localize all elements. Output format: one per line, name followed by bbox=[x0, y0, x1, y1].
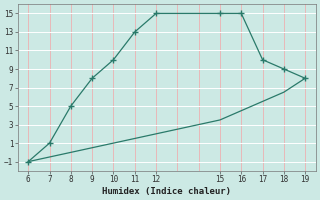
X-axis label: Humidex (Indice chaleur): Humidex (Indice chaleur) bbox=[102, 187, 231, 196]
